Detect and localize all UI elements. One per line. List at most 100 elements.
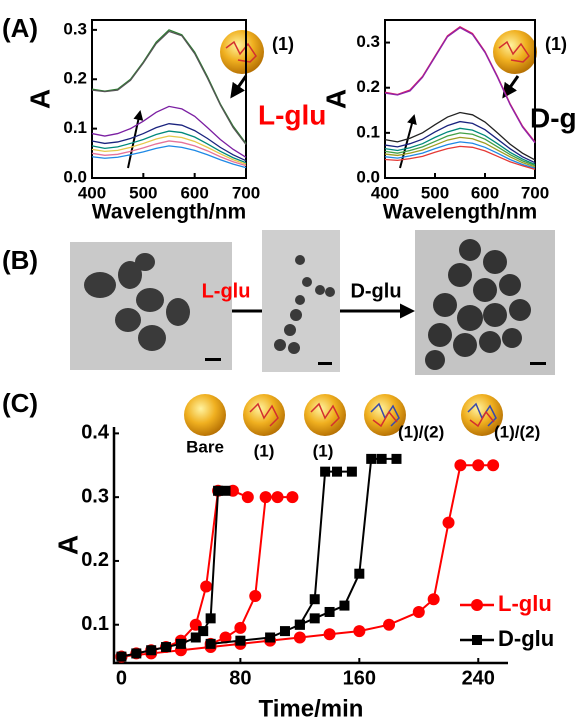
y-tick-label: 0.1 bbox=[81, 613, 109, 635]
y-tick-label: 0.3 bbox=[63, 19, 87, 38]
point bbox=[131, 648, 142, 659]
annotation: (1) bbox=[272, 34, 294, 54]
y-tick-label: 0.4 bbox=[81, 422, 110, 444]
tem-images bbox=[70, 230, 555, 375]
point bbox=[366, 453, 377, 464]
axes bbox=[112, 427, 508, 665]
x-tick-label: 700 bbox=[232, 183, 260, 202]
point bbox=[293, 631, 306, 644]
point bbox=[427, 593, 440, 606]
series-line bbox=[384, 120, 536, 164]
series-line bbox=[384, 141, 536, 169]
point bbox=[487, 459, 500, 472]
panel-label: (A) bbox=[2, 13, 38, 43]
legend-label: D-glu bbox=[498, 626, 554, 651]
x-tick-label: 160 bbox=[343, 667, 376, 689]
series-line bbox=[384, 26, 536, 144]
point bbox=[235, 635, 246, 646]
y-tick-label: 0.3 bbox=[81, 485, 109, 507]
series-line bbox=[91, 105, 247, 158]
annotation: (1) bbox=[313, 441, 334, 460]
y-tick-label: 0.1 bbox=[356, 122, 380, 141]
plot-frame bbox=[384, 19, 536, 179]
x-axis-label: Wavelength/nm bbox=[92, 201, 246, 224]
point bbox=[241, 491, 254, 504]
series-line bbox=[384, 132, 536, 166]
legend-marker bbox=[471, 599, 483, 611]
point bbox=[265, 632, 276, 643]
point bbox=[353, 625, 366, 638]
point bbox=[346, 466, 357, 477]
series-line bbox=[91, 123, 247, 162]
nanoparticle-icons bbox=[184, 30, 537, 436]
x-tick-label: 700 bbox=[521, 183, 549, 202]
y-tick-label: 0.2 bbox=[81, 549, 109, 571]
series-line bbox=[91, 135, 247, 165]
x-tick-label: 600 bbox=[471, 183, 499, 202]
annotation: (1) bbox=[545, 34, 567, 54]
annotation: Bare bbox=[186, 437, 224, 456]
series-line bbox=[91, 130, 247, 164]
x-tick-label: 400 bbox=[371, 183, 399, 202]
point bbox=[309, 613, 320, 624]
x-axis-label: Time/min bbox=[259, 695, 364, 722]
annotation: D-glu bbox=[530, 102, 575, 133]
point bbox=[190, 632, 201, 643]
point bbox=[200, 580, 213, 593]
y-tick-label: 0.2 bbox=[356, 77, 380, 96]
x-tick-label: 240 bbox=[462, 667, 495, 689]
plot-frame bbox=[91, 19, 247, 179]
panel-label: (C) bbox=[2, 388, 38, 418]
arrow-label: L-glu bbox=[202, 280, 251, 302]
annotation: (1) bbox=[254, 441, 275, 460]
point bbox=[391, 453, 402, 464]
y-axis-label: A bbox=[320, 89, 351, 109]
point bbox=[309, 594, 320, 605]
x-tick-label: 400 bbox=[78, 183, 106, 202]
series-line bbox=[384, 127, 536, 166]
series-line bbox=[91, 30, 247, 145]
point bbox=[383, 618, 396, 631]
point bbox=[213, 485, 224, 496]
x-tick-label: 600 bbox=[180, 183, 208, 202]
legend-label: L-glu bbox=[498, 591, 552, 616]
point bbox=[454, 459, 467, 472]
point bbox=[219, 631, 232, 644]
y-tick-label: 0.1 bbox=[63, 118, 87, 137]
y-tick-label: 0.3 bbox=[356, 32, 380, 51]
legend-marker bbox=[472, 635, 482, 645]
point bbox=[259, 491, 272, 504]
point bbox=[376, 453, 387, 464]
point bbox=[279, 626, 290, 637]
point bbox=[146, 645, 157, 656]
series-line bbox=[384, 136, 536, 168]
point bbox=[116, 651, 127, 662]
point bbox=[354, 568, 365, 579]
annotation: (1)/(2) bbox=[398, 422, 444, 441]
point bbox=[323, 628, 336, 641]
series-line bbox=[384, 111, 536, 161]
point bbox=[198, 626, 209, 637]
x-tick-label: 500 bbox=[129, 183, 157, 202]
point bbox=[332, 466, 343, 477]
annotation: L-glu bbox=[258, 99, 326, 130]
y-tick-label: 0.2 bbox=[63, 69, 87, 88]
point bbox=[294, 619, 305, 630]
y-axis-label: A bbox=[24, 89, 55, 109]
point bbox=[175, 638, 186, 649]
point bbox=[161, 642, 172, 653]
x-tick-label: 500 bbox=[421, 183, 449, 202]
arrow-label: D-glu bbox=[350, 280, 401, 302]
series-line bbox=[91, 145, 247, 169]
point bbox=[320, 466, 331, 477]
x-tick-label: 80 bbox=[229, 667, 251, 689]
point bbox=[324, 606, 335, 617]
series-line bbox=[384, 145, 536, 171]
panel-label: (B) bbox=[2, 245, 38, 275]
x-tick-label: 0 bbox=[116, 667, 127, 689]
point bbox=[271, 491, 284, 504]
point bbox=[339, 600, 350, 611]
series-line bbox=[121, 464, 494, 658]
point bbox=[205, 638, 216, 649]
